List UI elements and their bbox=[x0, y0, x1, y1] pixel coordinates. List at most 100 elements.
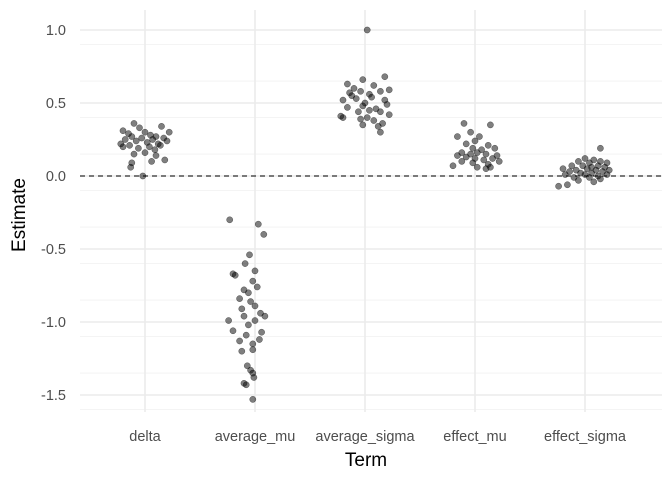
data-point-average_sigma bbox=[363, 114, 371, 121]
data-point-delta bbox=[152, 152, 160, 159]
data-point-effect_sigma bbox=[581, 155, 589, 162]
data-point-delta bbox=[130, 120, 138, 127]
data-point-delta bbox=[141, 128, 149, 136]
x-tick-label: effect_mu bbox=[443, 429, 506, 445]
data-point-effect_mu bbox=[473, 149, 481, 156]
y-tick-labels: 1.0 0.5 0.0 -0.5 -1.0 -1.5 bbox=[41, 23, 66, 404]
data-point-delta bbox=[157, 141, 164, 149]
data-point-average_sigma bbox=[359, 121, 367, 129]
data-point-delta bbox=[121, 136, 129, 143]
y-tick-label: -1.5 bbox=[41, 388, 66, 404]
data-point-effect_sigma bbox=[597, 175, 604, 183]
data-point-effect_mu bbox=[487, 121, 494, 129]
data-point-effect_mu bbox=[469, 144, 477, 152]
data-point-average_mu bbox=[242, 331, 250, 339]
data-point-average_mu bbox=[238, 347, 246, 355]
data-point-delta bbox=[149, 136, 157, 143]
data-point-average_mu bbox=[253, 283, 261, 291]
data-point-delta bbox=[148, 158, 155, 165]
data-point-average_sigma bbox=[377, 108, 384, 116]
data-point-effect_mu bbox=[458, 158, 466, 165]
data-point-average_sigma bbox=[359, 76, 367, 83]
data-point-average_sigma bbox=[339, 114, 347, 121]
data-point-average_mu bbox=[249, 396, 257, 403]
data-point-average_sigma bbox=[366, 106, 373, 114]
data-point-effect_sigma bbox=[603, 171, 611, 178]
data-point-effect_mu bbox=[462, 153, 470, 161]
data-point-effect_mu bbox=[473, 163, 481, 171]
data-point-average_mu bbox=[254, 220, 262, 228]
data-point-average_mu bbox=[231, 271, 239, 279]
data-point-average_mu bbox=[249, 277, 257, 285]
data-point-delta bbox=[158, 123, 165, 130]
data-point-effect_sigma bbox=[597, 144, 604, 152]
data-point-effect_mu bbox=[495, 158, 503, 165]
data-point-average_mu bbox=[249, 346, 257, 354]
data-point-average_mu bbox=[258, 328, 265, 336]
y-tick-label: -0.5 bbox=[41, 242, 66, 258]
y-tick-label: -1.0 bbox=[41, 315, 66, 331]
data-point-average_sigma bbox=[363, 26, 371, 34]
data-point-average_sigma bbox=[370, 117, 378, 124]
y-tick-label: 0.0 bbox=[46, 169, 66, 185]
data-point-delta bbox=[146, 143, 153, 151]
data-point-average_mu bbox=[236, 295, 243, 302]
data-point-effect_sigma bbox=[583, 165, 591, 173]
data-point-delta bbox=[165, 128, 173, 136]
data-point-effect_mu bbox=[454, 152, 461, 159]
data-point-delta bbox=[163, 137, 171, 145]
data-point-delta bbox=[151, 146, 159, 154]
data-point-average_mu bbox=[260, 231, 268, 238]
data-point-delta bbox=[126, 141, 133, 149]
data-point-average_mu bbox=[251, 267, 259, 275]
data-point-effect_mu bbox=[489, 155, 496, 162]
data-point-average_sigma bbox=[374, 123, 382, 130]
data-point-average_sigma bbox=[383, 101, 391, 108]
data-point-delta bbox=[161, 156, 169, 164]
data-point-average_mu bbox=[251, 302, 259, 310]
data-point-average_sigma bbox=[377, 128, 384, 136]
data-point-effect_sigma bbox=[575, 158, 582, 165]
x-tick-label: effect_sigma bbox=[544, 429, 627, 445]
data-point-average_sigma bbox=[385, 111, 393, 119]
x-tick-label: average_sigma bbox=[315, 429, 415, 445]
data-point-delta bbox=[139, 172, 147, 180]
data-point-average_sigma bbox=[339, 96, 347, 104]
data-point-average_sigma bbox=[377, 87, 384, 95]
data-point-average_sigma bbox=[368, 93, 375, 101]
data-point-average_sigma bbox=[385, 86, 393, 94]
data-point-delta bbox=[130, 150, 138, 158]
data-point-delta bbox=[128, 133, 136, 140]
data-point-delta bbox=[136, 124, 143, 132]
data-point-average_sigma bbox=[357, 87, 364, 95]
data-point-delta bbox=[132, 137, 140, 145]
data-point-average_sigma bbox=[357, 115, 364, 123]
x-tick-labels: delta average_mu average_sigma effect_mu eff… bbox=[129, 429, 627, 445]
data-point-effect_sigma bbox=[555, 182, 562, 190]
data-point-average_mu bbox=[226, 216, 234, 224]
data-point-average_sigma bbox=[352, 95, 360, 102]
y-tick-label: 1.0 bbox=[46, 23, 66, 39]
data-point-delta bbox=[119, 127, 127, 135]
data-point-delta bbox=[135, 144, 142, 152]
data-point-average_mu bbox=[245, 289, 252, 297]
data-point-effect_mu bbox=[469, 159, 477, 167]
data-point-average_mu bbox=[256, 336, 263, 343]
data-point-average_mu bbox=[246, 251, 253, 259]
data-point-effect_mu bbox=[460, 120, 468, 127]
data-point-average_sigma bbox=[344, 104, 351, 111]
data-point-effect_mu bbox=[462, 140, 470, 148]
y-tick-label: 0.5 bbox=[46, 96, 66, 112]
data-point-effect_sigma bbox=[559, 165, 567, 173]
data-point-average_sigma bbox=[350, 85, 358, 92]
data-point-effect_mu bbox=[480, 156, 488, 164]
data-point-average_mu bbox=[251, 317, 259, 324]
grid bbox=[80, 10, 662, 412]
data-point-average_mu bbox=[249, 340, 257, 348]
data-point-effect_mu bbox=[471, 137, 479, 145]
data-point-average_sigma bbox=[370, 82, 378, 89]
data-point-effect_mu bbox=[467, 128, 474, 136]
data-point-average_sigma bbox=[355, 108, 362, 116]
data-point-effect_sigma bbox=[575, 177, 582, 184]
x-tick-label: delta bbox=[129, 429, 161, 445]
